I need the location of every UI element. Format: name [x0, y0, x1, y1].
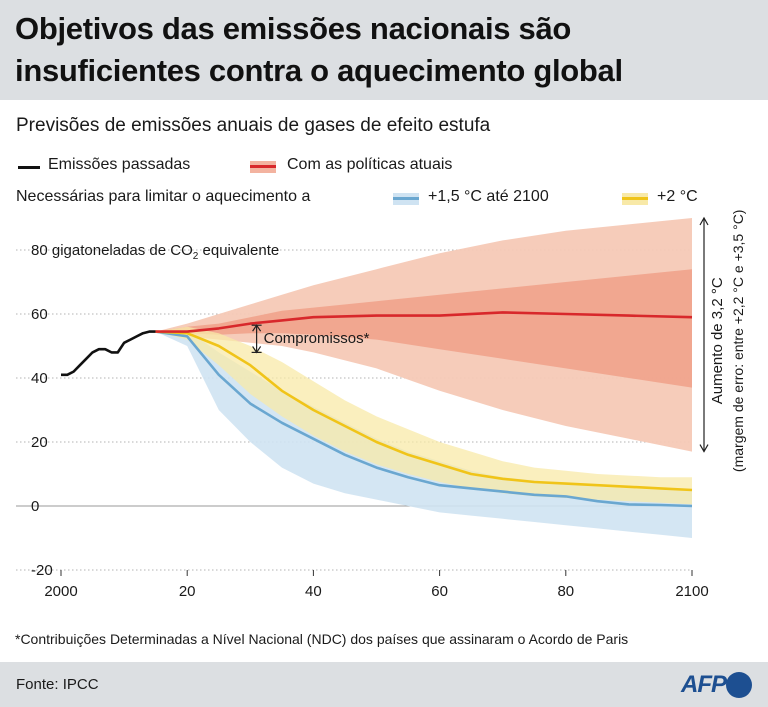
x-tick-label: 40 [305, 583, 322, 600]
x-tick-label: 2000 [44, 583, 77, 600]
line-p15 [155, 330, 693, 508]
line-past-emissions [61, 330, 156, 377]
x-tick-label: 20 [179, 583, 196, 600]
x-tick-label: 80 [557, 583, 574, 600]
afp-logo: AFP [681, 671, 727, 698]
band-p2 [155, 326, 693, 505]
range-arrowhead-up-icon [699, 216, 709, 226]
emissions-chart: -20 0 20 40 60 2000 20 40 60 80 2100 80 gigatonela… [16, 210, 746, 600]
y-tick-label: 20 [31, 434, 48, 451]
pledge-arrowhead-down-icon [252, 346, 262, 354]
line-p2 [155, 330, 693, 492]
increase-margin-label: (margem de erro: entre +2,2 °C e +3,5 °C… [730, 210, 746, 472]
legend-swatch-p15 [393, 193, 419, 205]
range-arrowhead-down-icon [699, 444, 709, 453]
y-tick-label: 0 [31, 498, 39, 515]
legend-label-p2: +2 °C [657, 188, 698, 205]
legend-swatch-current [250, 161, 276, 173]
axes: -20 0 20 40 60 2000 20 40 60 80 2100 [31, 306, 709, 600]
source-label: Fonte: IPCC [16, 676, 99, 693]
x-tick-label: 2100 [675, 583, 708, 600]
series-lines [61, 311, 693, 508]
legend-label-needed: Necessárias para limitar o aquecimento a [16, 188, 311, 205]
page-title: Objetivos das emissões nacionais são ins… [15, 11, 623, 88]
y-unit-label: 80 gigatoneladas de CO2 equivalente [31, 242, 279, 262]
afp-logo-dot-icon [726, 672, 752, 698]
legend-swatch-past [18, 166, 40, 169]
legend-swatch-p2 [622, 193, 648, 205]
uncertainty-bands [155, 218, 693, 538]
legend-label-current: Com as políticas atuais [287, 156, 453, 173]
y-tick-label: 60 [31, 306, 48, 323]
line-current-policies [155, 311, 693, 333]
footnote: *Contribuições Determinadas a Nível Naci… [15, 631, 629, 647]
increase-label: Aumento de 3,2 °C [709, 277, 726, 404]
band-current-inner [155, 269, 693, 388]
header-banner: Objetivos das emissões nacionais são ins… [0, 0, 768, 100]
legend-label-p15: +1,5 °C até 2100 [428, 188, 549, 205]
y-tick-label: 40 [31, 370, 48, 387]
pledges-label: Compromissos* [264, 330, 370, 347]
footer-bar: Fonte: IPCC AFP [0, 662, 768, 707]
x-tick-label: 60 [431, 583, 448, 600]
legend-label-past: Emissões passadas [48, 156, 191, 173]
y-tick-label: -20 [31, 562, 53, 579]
pledge-arrowhead-up-icon [252, 324, 262, 332]
annotations: 80 gigatoneladas de CO2 equivalente Compr… [31, 210, 746, 472]
chart-subtitle: Previsões de emissões anuais de gases de… [16, 115, 491, 136]
